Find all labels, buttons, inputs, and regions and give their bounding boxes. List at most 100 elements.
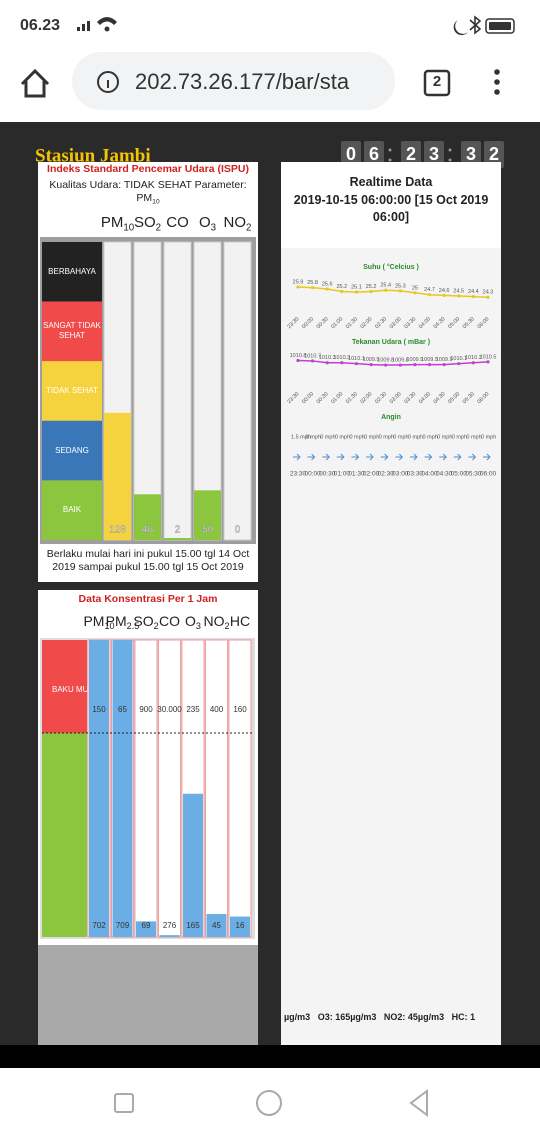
wind-value-label: 0 mph	[393, 434, 408, 440]
ispu-parameter: NO2	[224, 214, 252, 233]
mini-point	[311, 359, 315, 363]
clock-digit: 0	[346, 144, 356, 164]
wind-time-label: 04:00	[421, 471, 438, 478]
ispu-bar	[134, 494, 161, 540]
mini-line	[297, 286, 489, 299]
nav-home[interactable]	[256, 1090, 282, 1116]
mini-point	[471, 295, 475, 299]
mini-point	[413, 291, 417, 295]
mini-chart-title: Tekanan Udara ( mBar )	[352, 339, 430, 346]
clock-digit: 3	[429, 144, 439, 164]
wind-arrow	[293, 453, 301, 461]
mini-point	[398, 363, 402, 367]
mini-value-label: 25	[412, 285, 418, 291]
ispu-value-label: 2	[175, 525, 181, 536]
standard-value: 900	[139, 705, 153, 714]
mini-point	[442, 293, 446, 297]
wind-time-label: 02:00	[363, 471, 380, 478]
mini-value-label: 1009.9	[421, 357, 438, 363]
wind-arrow	[453, 453, 462, 461]
wind-time-label: 02:30	[378, 471, 395, 478]
ispu-column	[223, 241, 252, 541]
konsentrasi-parameter-sub: 3	[195, 621, 201, 632]
mini-point	[413, 363, 417, 367]
konsentrasi-column	[134, 639, 158, 938]
konsentrasi-bar	[112, 640, 133, 937]
ispu-value-label: 0	[235, 525, 241, 536]
konsentrasi-parameter-text: NO	[203, 613, 225, 629]
menu-button[interactable]	[494, 69, 500, 95]
wind-time-label: 03:00	[392, 471, 409, 478]
ispu-parameter-sub: 2	[246, 222, 252, 234]
konsentrasi-parameter: SO2	[133, 613, 158, 631]
konsentrasi-title: Data Konsentrasi Per 1 Jam	[78, 593, 218, 605]
mini-chart-title: Angin	[381, 414, 401, 421]
clock-digit: 6	[369, 144, 379, 164]
ispu-bar	[164, 538, 191, 540]
konsentrasi-parameter-text: SO	[133, 613, 154, 629]
ispu-level-band	[42, 361, 102, 421]
konsentrasi-parameter-text: PM	[83, 613, 105, 629]
clock-colon	[388, 148, 392, 152]
konsentrasi-value: 709	[116, 921, 130, 930]
clock-digit: 3	[466, 144, 476, 164]
konsentrasi-parameter-sub: 10	[104, 621, 115, 632]
standard-value: 235	[186, 705, 200, 714]
ispu-parameter-text: SO	[133, 214, 156, 231]
clock-colon	[448, 158, 452, 162]
mini-point	[471, 361, 475, 365]
wind-value-label: 0 mph	[452, 434, 467, 440]
wind-arrow	[322, 453, 330, 461]
clock-digit-box	[364, 141, 384, 168]
nav-back[interactable]	[409, 1089, 428, 1117]
wind-time-label: 04:30	[436, 471, 453, 478]
mini-value-label: 1009.8	[392, 358, 409, 364]
mini-value-label: 1010.1	[348, 356, 365, 362]
ispu-column	[133, 241, 162, 541]
ispu-parameter: SO2	[134, 214, 161, 233]
clock-colon	[448, 148, 452, 152]
wind-time-label: 05:00	[451, 471, 468, 478]
mini-value-label: 25.3	[395, 283, 406, 289]
mini-point	[311, 286, 315, 290]
ispu-bar	[194, 490, 221, 540]
wind-time-label: 03:30	[407, 471, 424, 478]
konsentrasi-value: 69	[142, 921, 151, 930]
clock-digit-box	[484, 141, 504, 168]
standard-value: 400	[210, 705, 224, 714]
realtime-header	[281, 162, 501, 248]
clock-digit-box	[341, 141, 361, 168]
ispu-parameter: PM10	[101, 214, 134, 233]
mini-point	[325, 287, 329, 291]
url-text: 202.73.26.177/bar/sta	[135, 69, 350, 94]
ispu-parameter-sub: 3	[210, 222, 217, 234]
url-bar[interactable]	[72, 52, 395, 110]
wind-arrow	[424, 453, 433, 461]
info-icon[interactable]	[97, 71, 119, 93]
ispu-value-label: 46	[142, 525, 154, 536]
nav-recents[interactable]	[114, 1093, 134, 1113]
mini-value-label: 24.6	[439, 288, 450, 294]
tabs-button[interactable]	[423, 69, 451, 97]
konsentrasi-column	[205, 639, 228, 938]
ispu-level-label: SANGAT TIDAK SEHAT	[43, 321, 101, 341]
mini-point	[340, 289, 344, 294]
konsentrasi-bar	[230, 916, 250, 937]
mini-point	[369, 289, 373, 294]
mini-value-label: 24.3	[483, 290, 494, 296]
konsentrasi-parameter-sub: 2.5	[126, 621, 140, 632]
realtime-ticker: µg/m3 O3: 165µg/m3 NO2: 45µg/m3 HC: 1	[284, 1012, 476, 1022]
mini-point	[442, 363, 446, 367]
wind-arrow	[351, 453, 360, 461]
mini-value-label: 25.6	[322, 281, 333, 287]
ispu-level-band	[42, 420, 102, 481]
ispu-level-label: BERBAHAYA	[48, 266, 96, 276]
home-icon[interactable]	[20, 68, 50, 98]
konsentrasi-parameter: HC	[230, 613, 250, 631]
ispu-level-band	[42, 301, 102, 362]
mini-point	[296, 285, 300, 289]
mini-value-label: 25.2	[366, 284, 377, 290]
wind-arrow	[380, 453, 389, 461]
wind-value-label: 0 mph	[349, 434, 364, 440]
wind-value-label: 0 mph	[481, 434, 496, 440]
